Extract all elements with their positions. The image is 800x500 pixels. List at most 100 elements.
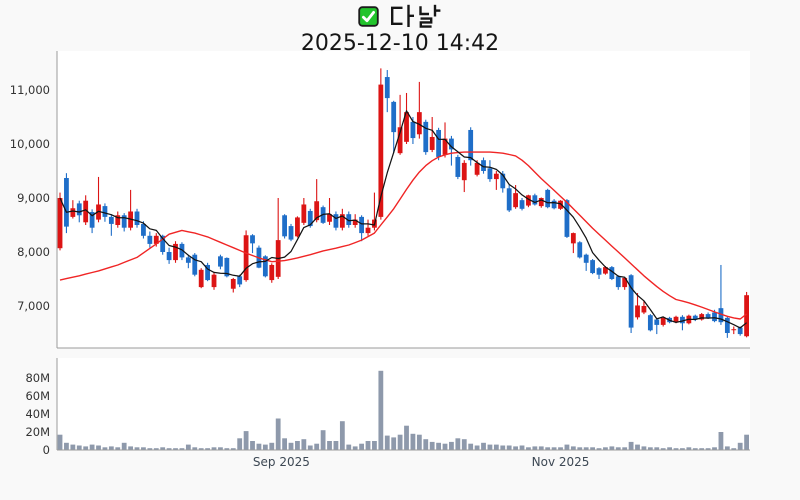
volume-bar xyxy=(442,443,448,450)
volume-bar xyxy=(718,432,724,450)
chart-datetime-title: 2025-12-10 14:42 xyxy=(300,31,500,56)
candle-up xyxy=(115,215,121,225)
volume-bar xyxy=(468,443,474,450)
volume-bar xyxy=(295,441,300,450)
candle-down xyxy=(609,267,615,279)
symbol-title-glyphs xyxy=(391,4,441,28)
volume-bar xyxy=(108,446,114,450)
candle-down xyxy=(481,160,486,171)
price-axis-tick-label: 9,000 xyxy=(17,191,50,205)
candle-down xyxy=(76,203,82,216)
candle-down xyxy=(654,319,660,325)
volume-bar xyxy=(166,448,172,450)
volume-bar xyxy=(590,447,595,450)
candle-up xyxy=(731,329,737,331)
volume-bar xyxy=(269,442,275,450)
volume-bar xyxy=(628,441,634,450)
volume-bar xyxy=(481,442,486,450)
candle-up xyxy=(538,198,544,207)
volume-axis-tick-label: 40M xyxy=(25,407,50,421)
candle-down xyxy=(545,189,551,208)
volume-bar xyxy=(686,447,692,450)
volume-bar xyxy=(307,445,313,450)
volume-bar xyxy=(692,448,698,450)
volume-bar xyxy=(731,448,737,450)
price-axis-tick-label: 10,000 xyxy=(10,137,50,151)
candle-down xyxy=(500,173,506,189)
candle-up xyxy=(327,214,332,222)
candle-down xyxy=(506,188,512,211)
candle-up xyxy=(416,112,422,135)
volume-bar xyxy=(359,443,364,450)
volume-bar xyxy=(230,448,236,450)
candle-up xyxy=(352,219,358,225)
candle-down xyxy=(423,121,429,153)
candle-down xyxy=(192,254,198,275)
volume-bar xyxy=(211,447,217,450)
volume-bar xyxy=(570,446,576,450)
volume-bar xyxy=(153,448,159,450)
volume-bar xyxy=(243,431,249,450)
candle-up xyxy=(230,279,236,289)
candle-down xyxy=(89,212,95,228)
volume-bar xyxy=(455,438,461,450)
volume-bar xyxy=(250,441,255,450)
candle-down xyxy=(583,254,589,263)
volume-bar xyxy=(179,448,185,450)
volume-bar xyxy=(224,448,230,450)
volume-bar xyxy=(635,444,640,450)
candle-up xyxy=(365,227,371,234)
candle-down xyxy=(359,216,364,234)
candle-down xyxy=(615,276,621,288)
candle-up xyxy=(173,243,178,261)
volume-bar xyxy=(185,444,191,450)
candle-down xyxy=(391,101,397,133)
candle-down xyxy=(551,200,557,209)
volume-axis-tick-label: 0 xyxy=(43,443,50,457)
candle-down xyxy=(307,210,313,227)
x-axis-tick-label: Nov 2025 xyxy=(532,455,590,469)
candle-up xyxy=(339,214,345,228)
candle-up xyxy=(314,201,320,221)
volume-bar xyxy=(410,433,416,450)
volume-bar xyxy=(500,445,506,450)
candle-down xyxy=(532,195,538,205)
candle-down xyxy=(185,257,191,263)
volume-bar xyxy=(474,445,480,450)
candle-down xyxy=(737,327,743,335)
candle-up xyxy=(243,235,249,281)
candle-up xyxy=(404,112,409,142)
candle-up xyxy=(635,305,640,318)
candle-down xyxy=(436,129,441,157)
volume-bar xyxy=(365,441,371,450)
candle-down xyxy=(596,268,602,275)
green-checked-checkbox-icon xyxy=(358,5,379,27)
candle-up xyxy=(673,316,679,323)
candle-down xyxy=(712,312,717,322)
candle-down xyxy=(455,156,461,177)
candle-down xyxy=(705,314,711,318)
candle-down xyxy=(590,260,595,274)
candle-down xyxy=(487,168,493,180)
volume-bar xyxy=(391,437,397,450)
volume-bar xyxy=(372,441,377,450)
volume-bar xyxy=(724,446,730,450)
volume-bar xyxy=(147,448,153,450)
volume-bar xyxy=(680,448,685,450)
volume-bar xyxy=(603,447,608,450)
candle-up xyxy=(744,295,749,337)
volume-bar xyxy=(654,447,660,450)
candle-up xyxy=(474,162,480,175)
volume-panel-background xyxy=(57,358,750,450)
volume-bar xyxy=(513,446,518,450)
candle-down xyxy=(108,216,114,224)
volume-bar xyxy=(198,448,204,450)
volume-bar xyxy=(461,439,467,450)
candle-up xyxy=(397,127,403,154)
volume-bar xyxy=(339,421,345,450)
candle-down xyxy=(134,211,140,225)
candle-up xyxy=(269,264,275,281)
volume-bar xyxy=(506,445,512,450)
candle-down xyxy=(218,256,223,267)
volume-bar xyxy=(705,448,711,450)
